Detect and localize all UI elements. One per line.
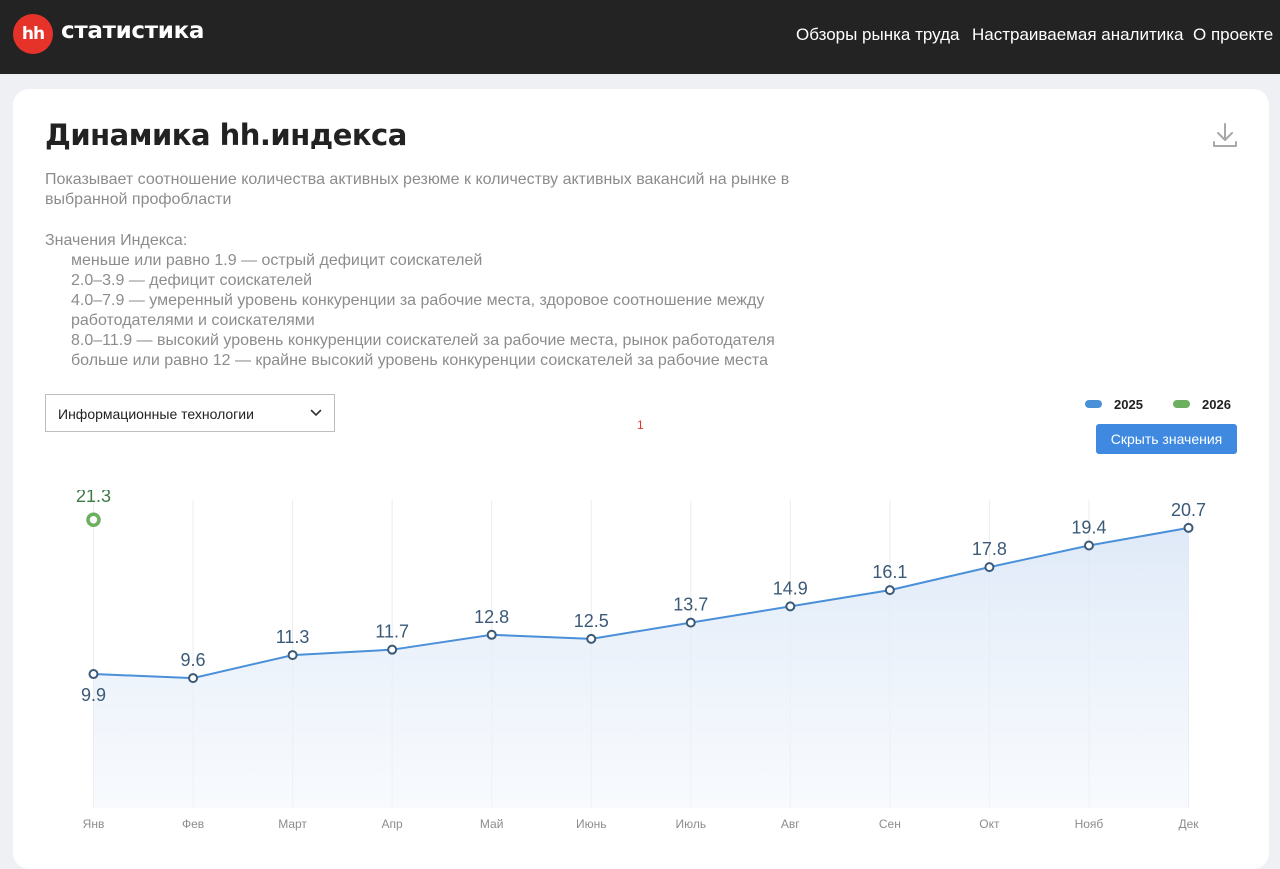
series-2025-point bbox=[287, 650, 298, 661]
series-2025-point bbox=[188, 673, 199, 684]
series-2025-point bbox=[88, 669, 99, 680]
legend-label: 2025 bbox=[1114, 396, 1143, 412]
hh-logo-icon[interactable]: hh bbox=[13, 14, 53, 54]
line-chart: Янв Фев Март Апр Май Июнь Июль Авг Сен Окт Нояб Дек… bbox=[76, 490, 1206, 831]
data-label-2025: 16.1 bbox=[872, 562, 907, 582]
logo-text[interactable]: статистика bbox=[61, 18, 205, 44]
legend-item-2026[interactable]: 2026 bbox=[1173, 396, 1231, 412]
scale-heading: Значения Индекса: bbox=[45, 232, 188, 249]
data-label-2025: 13.7 bbox=[673, 595, 708, 615]
scale-item: 8.0–11.9 — высокий уровень конкуренции с… bbox=[71, 332, 775, 349]
series-2025-point bbox=[1183, 522, 1194, 533]
hide-values-button[interactable]: Скрыть значения bbox=[1096, 424, 1237, 454]
download-icon[interactable] bbox=[1210, 120, 1240, 150]
x-tick-label: Июль bbox=[675, 817, 706, 831]
x-tick-label: Апр bbox=[382, 817, 404, 831]
data-label-2025: 12.8 bbox=[474, 607, 509, 627]
chevron-down-icon bbox=[310, 409, 322, 417]
series-2025-point bbox=[685, 617, 696, 628]
series-2025-point bbox=[785, 601, 796, 612]
x-tick-label: Авг bbox=[781, 817, 800, 831]
x-tick-label: Окт bbox=[979, 817, 1000, 831]
legend-swatch bbox=[1085, 400, 1102, 408]
scale-item: больше или равно 12 — крайне высокий уро… bbox=[71, 352, 768, 369]
data-label-2025: 19.4 bbox=[1071, 517, 1106, 537]
data-label-2025: 17.8 bbox=[972, 539, 1007, 559]
x-tick-label: Дек bbox=[1178, 817, 1199, 831]
data-label-2025: 9.6 bbox=[181, 650, 206, 670]
index-description: Показывает соотношение количества активн… bbox=[45, 171, 790, 208]
data-label-2025: 14.9 bbox=[773, 578, 808, 598]
x-tick-label: Фев bbox=[182, 817, 204, 831]
data-label-2025: 20.7 bbox=[1171, 500, 1206, 520]
profarea-select[interactable]: Информационные технологии bbox=[45, 394, 335, 432]
nav-market-reviews[interactable]: Обзоры рынка труда bbox=[796, 25, 960, 44]
data-label-2025: 11.3 bbox=[276, 627, 310, 647]
scale-list: меньше или равно 1.9 — острый дефицит со… bbox=[71, 251, 791, 371]
series-2025-line bbox=[93, 526, 1189, 680]
page-title: Динамика hh.индекса bbox=[45, 118, 407, 152]
x-tick-label: Май bbox=[480, 817, 504, 831]
scale-item: 4.0–7.9 — умеренный уровень конкуренции … bbox=[71, 292, 765, 329]
data-label-2025: 9.9 bbox=[81, 685, 106, 705]
legend-swatch bbox=[1173, 400, 1190, 408]
x-tick-label: Янв bbox=[83, 817, 105, 831]
scale-item: 2.0–3.9 — дефицит соискателей bbox=[71, 272, 313, 289]
legend-item-2025[interactable]: 2025 bbox=[1085, 396, 1143, 412]
x-tick-label: Июнь bbox=[576, 817, 607, 831]
legend-label: 2026 bbox=[1202, 396, 1231, 412]
series-2025-point bbox=[1083, 540, 1094, 551]
nav-custom-analytics[interactable]: Настраиваемая аналитика bbox=[972, 25, 1184, 44]
series-2025-area bbox=[93, 527, 1189, 808]
series-2026-point bbox=[86, 512, 101, 528]
data-label-2025: 11.7 bbox=[375, 622, 409, 642]
nav-about-project[interactable]: О проекте bbox=[1193, 25, 1274, 44]
series-2025-point bbox=[387, 644, 398, 655]
data-label-2025: 12.5 bbox=[574, 611, 609, 631]
series-2025-point bbox=[486, 629, 497, 640]
marker-text: 1 bbox=[637, 418, 644, 432]
profarea-select-value: Информационные технологии bbox=[58, 406, 254, 422]
top-navigation-bar: hh статистика Обзоры рынка труда Настраи… bbox=[0, 0, 1280, 74]
series-2025-point bbox=[884, 585, 895, 596]
data-label-2026: 21.3 bbox=[76, 490, 111, 506]
scale-item: меньше или равно 1.9 — острый дефицит со… bbox=[71, 252, 483, 269]
series-2025-point bbox=[586, 633, 597, 644]
x-tick-label: Нояб bbox=[1075, 817, 1104, 831]
x-tick-label: Сен bbox=[879, 817, 901, 831]
x-tick-label: Март bbox=[278, 817, 307, 831]
series-2025-point bbox=[984, 562, 995, 573]
